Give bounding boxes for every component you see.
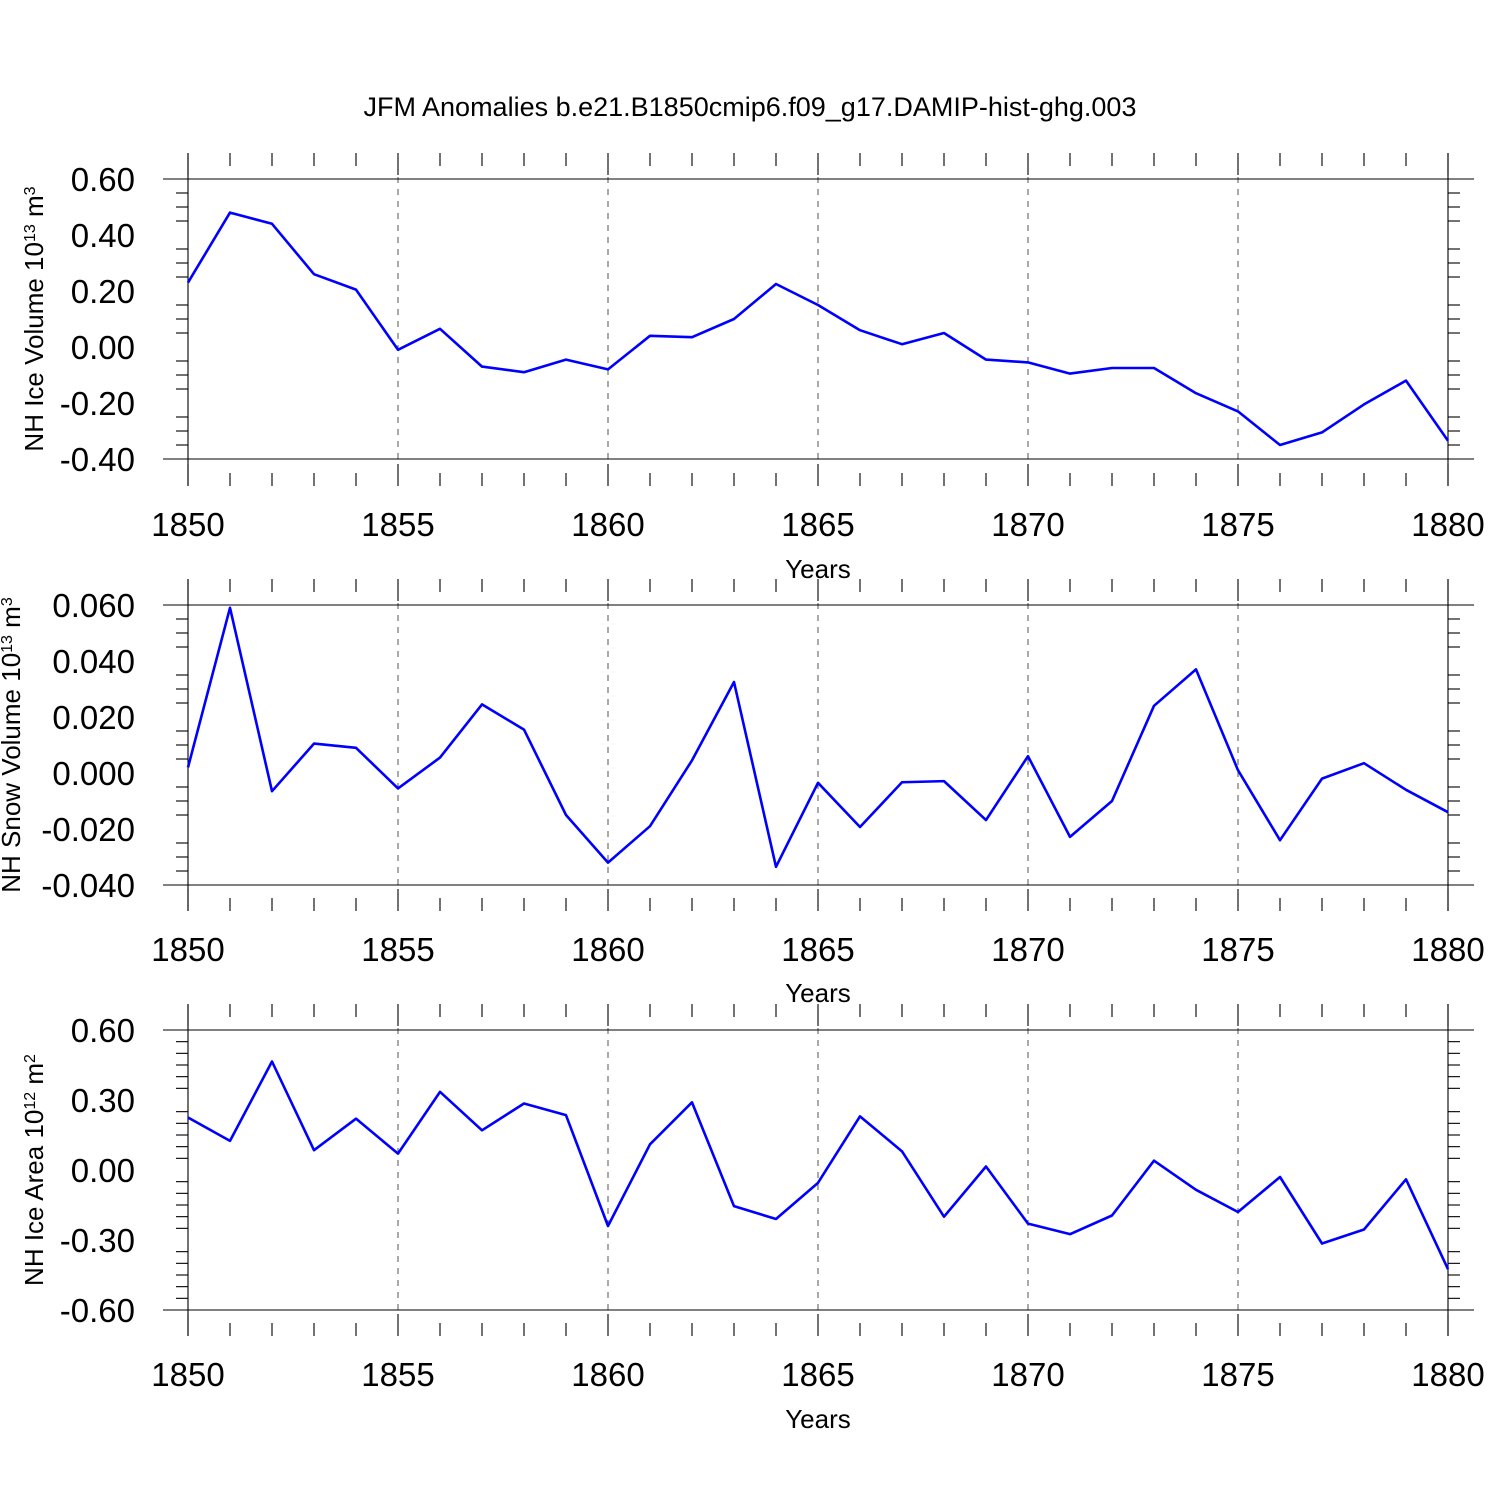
p1-xtick-label: 1870	[991, 931, 1064, 968]
p1-xtick-label: 1880	[1411, 931, 1484, 968]
p0-xtick-label: 1870	[991, 506, 1064, 543]
p1-x-axis-title: Years	[785, 978, 851, 1008]
p1-y-axis-title: NH Snow Volume 1013 m3	[0, 597, 26, 893]
p0-y-axis-title: NH Ice Volume 1013 m3	[19, 186, 49, 451]
panel-ice-volume: 0.60 0.40 0.20 0.00 -0.20 -0.40 1850 1855 1860 18…	[19, 153, 1485, 584]
p0-xtick-label: 1850	[151, 506, 224, 543]
p0-ytick-label: 0.00	[71, 329, 135, 366]
p2-y-axis-title-unit-exp: 2	[22, 1054, 39, 1063]
p1-ytick-label: 0.020	[52, 699, 135, 736]
p1-ytick-label: 0.040	[52, 643, 135, 680]
p1-series-line	[186, 606, 1449, 869]
p1-xtick-label: 1865	[781, 931, 854, 968]
p2-xtick-label: 1855	[361, 1356, 434, 1393]
panel-ice-area: 0.60 0.30 0.00 -0.30 -0.60 1850 1855 1860 1865 18…	[19, 1004, 1485, 1434]
p2-ytick-label: 0.60	[71, 1012, 135, 1049]
p2-y-axis-title-text: NH Ice Area 10	[19, 1110, 49, 1286]
p0-y-axis-title-unit-exp: 3	[22, 186, 39, 195]
p0-series-line	[186, 211, 1450, 447]
p2-ytick-label: 0.00	[71, 1152, 135, 1189]
p0-xtick-label: 1865	[781, 506, 854, 543]
p2-x-axis-title: Years	[785, 1404, 851, 1434]
p1-xtick-label: 1875	[1201, 931, 1274, 968]
p2-ytick-label: -0.60	[60, 1292, 135, 1329]
p0-ytick-label: 0.40	[71, 217, 135, 254]
p2-xtick-label: 1850	[151, 1356, 224, 1393]
p0-ytick-label: -0.40	[60, 441, 135, 478]
p0-ytick-label: 0.60	[71, 161, 135, 198]
p0-xtick-label: 1855	[361, 506, 434, 543]
p1-ytick-label: 0.000	[52, 755, 135, 792]
p1-y-axis-title-text: NH Snow Volume 10	[0, 653, 26, 893]
p2-y-axis-title-unit: m	[19, 1063, 49, 1092]
p1-ytick-label: -0.040	[41, 867, 135, 904]
p2-ytick-label: 0.30	[71, 1082, 135, 1119]
p2-xtick-label: 1880	[1411, 1356, 1484, 1393]
p0-y-axis-title-text: NH Ice Volume 10	[19, 242, 49, 452]
p0-xtick-label: 1875	[1201, 506, 1274, 543]
p2-ytick-label: -0.30	[60, 1222, 135, 1259]
p1-xtick-label: 1855	[361, 931, 434, 968]
p0-xtick-label: 1880	[1411, 506, 1484, 543]
p1-y-axis-title-unit-exp: 3	[0, 597, 16, 606]
p2-xtick-label: 1860	[571, 1356, 644, 1393]
p2-xtick-label: 1870	[991, 1356, 1064, 1393]
panel-snow-volume: 0.060 0.040 0.020 0.000 -0.020 -0.040 1850 1855…	[0, 579, 1485, 1008]
p0-xtick-label: 1860	[571, 506, 644, 543]
p2-xtick-label: 1865	[781, 1356, 854, 1393]
p2-y-axis-title: NH Ice Area 1012 m2	[19, 1054, 49, 1286]
p0-y-axis-title-exp: 13	[22, 224, 39, 242]
p0-y-axis-title-unit: m	[19, 195, 49, 224]
p1-ytick-label: -0.020	[41, 811, 135, 848]
p0-ytick-label: 0.20	[71, 273, 135, 310]
p1-ytick-label: 0.060	[52, 587, 135, 624]
p2-y-axis-title-exp: 12	[22, 1092, 39, 1110]
p2-series-line	[187, 1060, 1450, 1270]
p1-y-axis-title-exp: 13	[0, 635, 16, 653]
p1-xtick-label: 1860	[571, 931, 644, 968]
p1-y-axis-title-unit: m	[0, 606, 26, 635]
p1-xtick-label: 1850	[151, 931, 224, 968]
p0-ytick-label: -0.20	[60, 385, 135, 422]
p2-xtick-label: 1875	[1201, 1356, 1274, 1393]
figure-title: JFM Anomalies b.e21.B1850cmip6.f09_g17.D…	[364, 92, 1137, 122]
